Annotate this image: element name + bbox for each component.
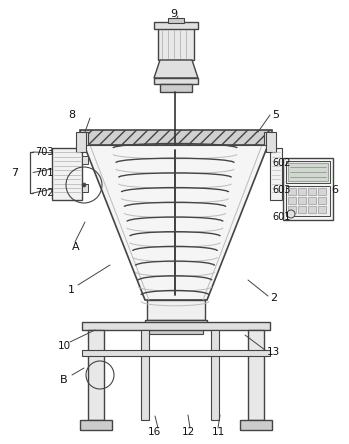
Bar xyxy=(283,158,333,220)
Bar xyxy=(88,330,104,420)
Bar xyxy=(288,188,296,195)
Bar xyxy=(82,350,270,356)
Text: 10: 10 xyxy=(58,341,71,351)
Bar xyxy=(168,18,184,23)
Bar xyxy=(52,148,82,200)
Bar xyxy=(248,330,264,420)
Bar xyxy=(82,322,270,330)
Bar xyxy=(298,206,306,213)
Bar xyxy=(286,161,330,183)
Bar xyxy=(266,132,276,152)
Text: 701: 701 xyxy=(35,167,53,178)
Text: 603: 603 xyxy=(273,185,291,195)
Text: 16: 16 xyxy=(148,427,161,437)
Bar xyxy=(154,78,198,84)
Text: 703: 703 xyxy=(35,147,53,157)
Bar xyxy=(308,197,316,204)
Bar xyxy=(298,188,306,195)
Text: 702: 702 xyxy=(35,188,54,198)
Bar xyxy=(211,330,219,420)
Bar xyxy=(270,148,282,200)
Circle shape xyxy=(82,183,86,187)
Bar xyxy=(82,184,88,192)
Text: 13: 13 xyxy=(267,347,280,357)
Bar xyxy=(318,188,326,195)
Text: 11: 11 xyxy=(212,427,225,437)
Bar xyxy=(288,197,296,204)
Polygon shape xyxy=(84,145,268,300)
Bar xyxy=(286,186,330,216)
Text: 1: 1 xyxy=(68,285,75,295)
Text: 6: 6 xyxy=(331,185,338,195)
Bar xyxy=(80,132,88,145)
Text: 7: 7 xyxy=(11,167,18,178)
Bar xyxy=(318,206,326,213)
Bar xyxy=(288,163,328,181)
Bar xyxy=(158,28,194,60)
Text: 9: 9 xyxy=(170,9,178,19)
Polygon shape xyxy=(154,60,198,78)
Bar xyxy=(80,130,272,145)
Bar xyxy=(288,206,296,213)
Text: 5: 5 xyxy=(272,110,279,120)
Bar xyxy=(240,420,272,430)
Text: 8: 8 xyxy=(68,110,75,120)
Text: 601: 601 xyxy=(273,212,291,222)
Bar xyxy=(160,84,192,92)
Text: 2: 2 xyxy=(270,293,277,303)
Bar xyxy=(264,132,272,145)
Bar xyxy=(318,197,326,204)
Bar xyxy=(298,197,306,204)
Bar xyxy=(76,132,86,152)
Bar xyxy=(308,206,316,213)
Bar xyxy=(82,156,88,164)
Bar xyxy=(141,330,149,420)
Bar xyxy=(145,320,207,328)
Circle shape xyxy=(287,210,295,218)
Polygon shape xyxy=(147,300,205,320)
Bar xyxy=(80,420,112,430)
Text: 12: 12 xyxy=(182,427,195,437)
Bar xyxy=(149,328,203,334)
Text: A: A xyxy=(72,242,80,252)
Text: 602: 602 xyxy=(273,158,291,168)
Bar xyxy=(154,22,198,29)
Text: B: B xyxy=(60,375,68,385)
Bar xyxy=(308,188,316,195)
